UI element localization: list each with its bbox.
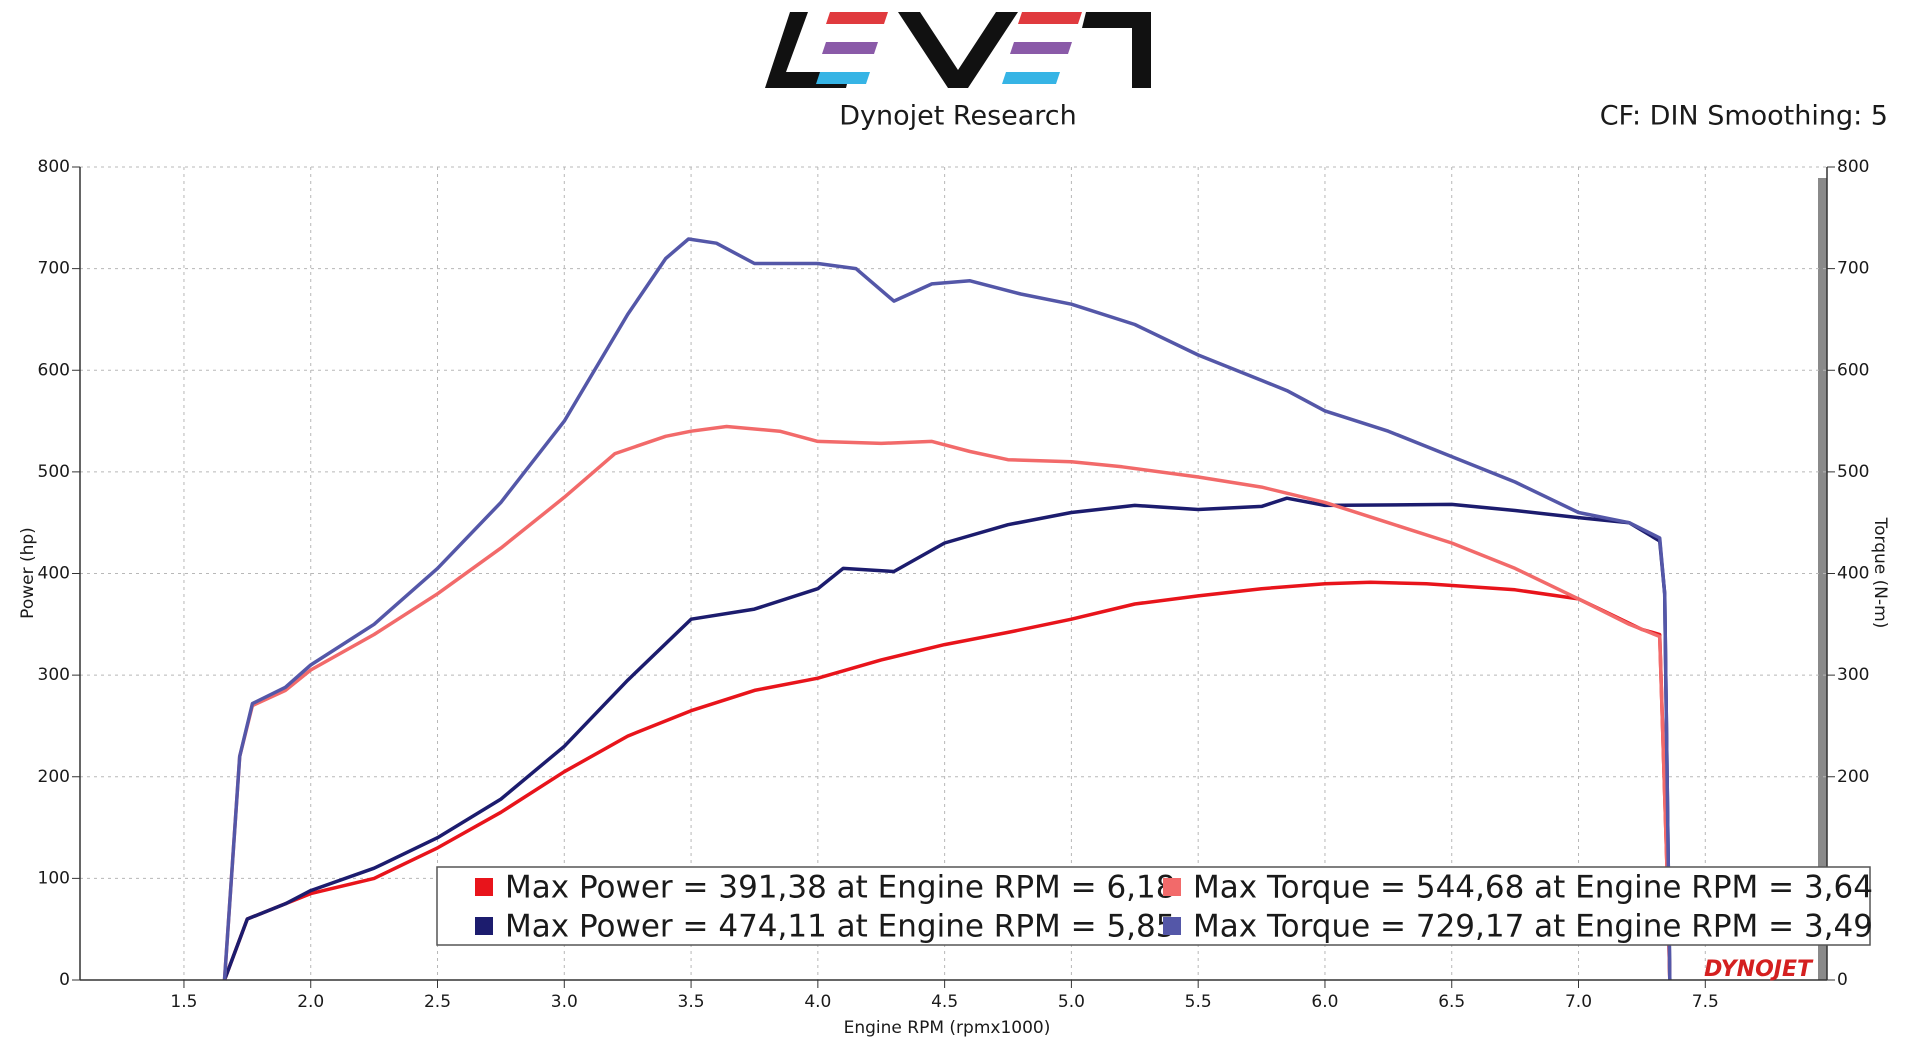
y-tick-label: 600 <box>38 360 70 380</box>
y2-tick-label: 200 <box>1837 767 1869 787</box>
y2-tick-label: 0 <box>1837 970 1848 990</box>
y2-tick-label: 400 <box>1837 564 1869 584</box>
legend-label: Max Power = 391,38 at Engine RPM = 6,18 <box>505 870 1175 906</box>
x-tick-label: 7.0 <box>1565 992 1592 1012</box>
x-tick-label: 1.5 <box>170 992 197 1012</box>
legend-label: Max Power = 474,11 at Engine RPM = 5,85 <box>505 909 1175 945</box>
series-line <box>222 496 1672 981</box>
y2-tick-label: 500 <box>1837 462 1869 482</box>
series-line <box>222 424 1672 981</box>
x-axis-label: Engine RPM (rpmx1000) <box>844 1018 1051 1038</box>
series-line <box>222 237 1672 981</box>
y-tick-label: 500 <box>38 462 70 482</box>
x-tick-label: 3.0 <box>551 992 578 1012</box>
y-tick-label: 0 <box>59 970 70 990</box>
y2-axis-label: Torque (N-m) <box>1870 517 1890 629</box>
legend-swatch <box>1163 878 1181 896</box>
x-tick-label: 4.0 <box>804 992 831 1012</box>
y-tick-label: 100 <box>38 868 70 888</box>
logo <box>765 12 1151 88</box>
legend-label: Max Torque = 544,68 at Engine RPM = 3,64 <box>1193 870 1873 906</box>
y-axis-label: Power (hp) <box>18 527 38 619</box>
x-tick-label: 6.5 <box>1438 992 1465 1012</box>
y-tick-label: 300 <box>38 665 70 685</box>
scroll-shadow <box>1818 178 1827 980</box>
axes: 1.5 2.0 2.5 3.0 3.5 4.0 4.5 5.0 5.5 6.0 6.5 7.0 7.5 0… <box>38 157 1870 1012</box>
x-tick-label: 5.0 <box>1058 992 1085 1012</box>
y-tick-label: 200 <box>38 767 70 787</box>
legend-label: Max Torque = 729,17 at Engine RPM = 3,49 <box>1193 909 1873 945</box>
grid <box>80 166 1827 981</box>
legend-swatch <box>475 917 493 935</box>
watermark: DYNOJET <box>1704 957 1814 982</box>
chart-title: Dynojet Research <box>839 101 1077 132</box>
y2-tick-label: 600 <box>1837 360 1869 380</box>
legend: Max Power = 391,38 at Engine RPM = 6,18M… <box>436 866 1873 946</box>
x-tick-label: 6.0 <box>1311 992 1338 1012</box>
legend-swatch <box>1163 917 1181 935</box>
legend-swatch <box>475 878 493 896</box>
x-tick-label: 5.5 <box>1185 992 1212 1012</box>
y-tick-label: 700 <box>38 259 70 279</box>
y2-tick-label: 300 <box>1837 665 1869 685</box>
y-tick-label: 400 <box>38 564 70 584</box>
lines <box>222 237 1672 981</box>
legend-box <box>436 866 1871 946</box>
x-tick-label: 3.5 <box>678 992 705 1012</box>
x-tick-label: 2.5 <box>424 992 451 1012</box>
x-tick-label: 4.5 <box>931 992 958 1012</box>
y2-tick-label: 800 <box>1837 157 1869 177</box>
x-tick-label: 7.5 <box>1692 992 1719 1012</box>
y2-tick-label: 700 <box>1837 259 1869 279</box>
y-tick-label: 800 <box>38 157 70 177</box>
chart-subtitle: CF: DIN Smoothing: 5 <box>1600 101 1888 132</box>
x-tick-label: 2.0 <box>297 992 324 1012</box>
